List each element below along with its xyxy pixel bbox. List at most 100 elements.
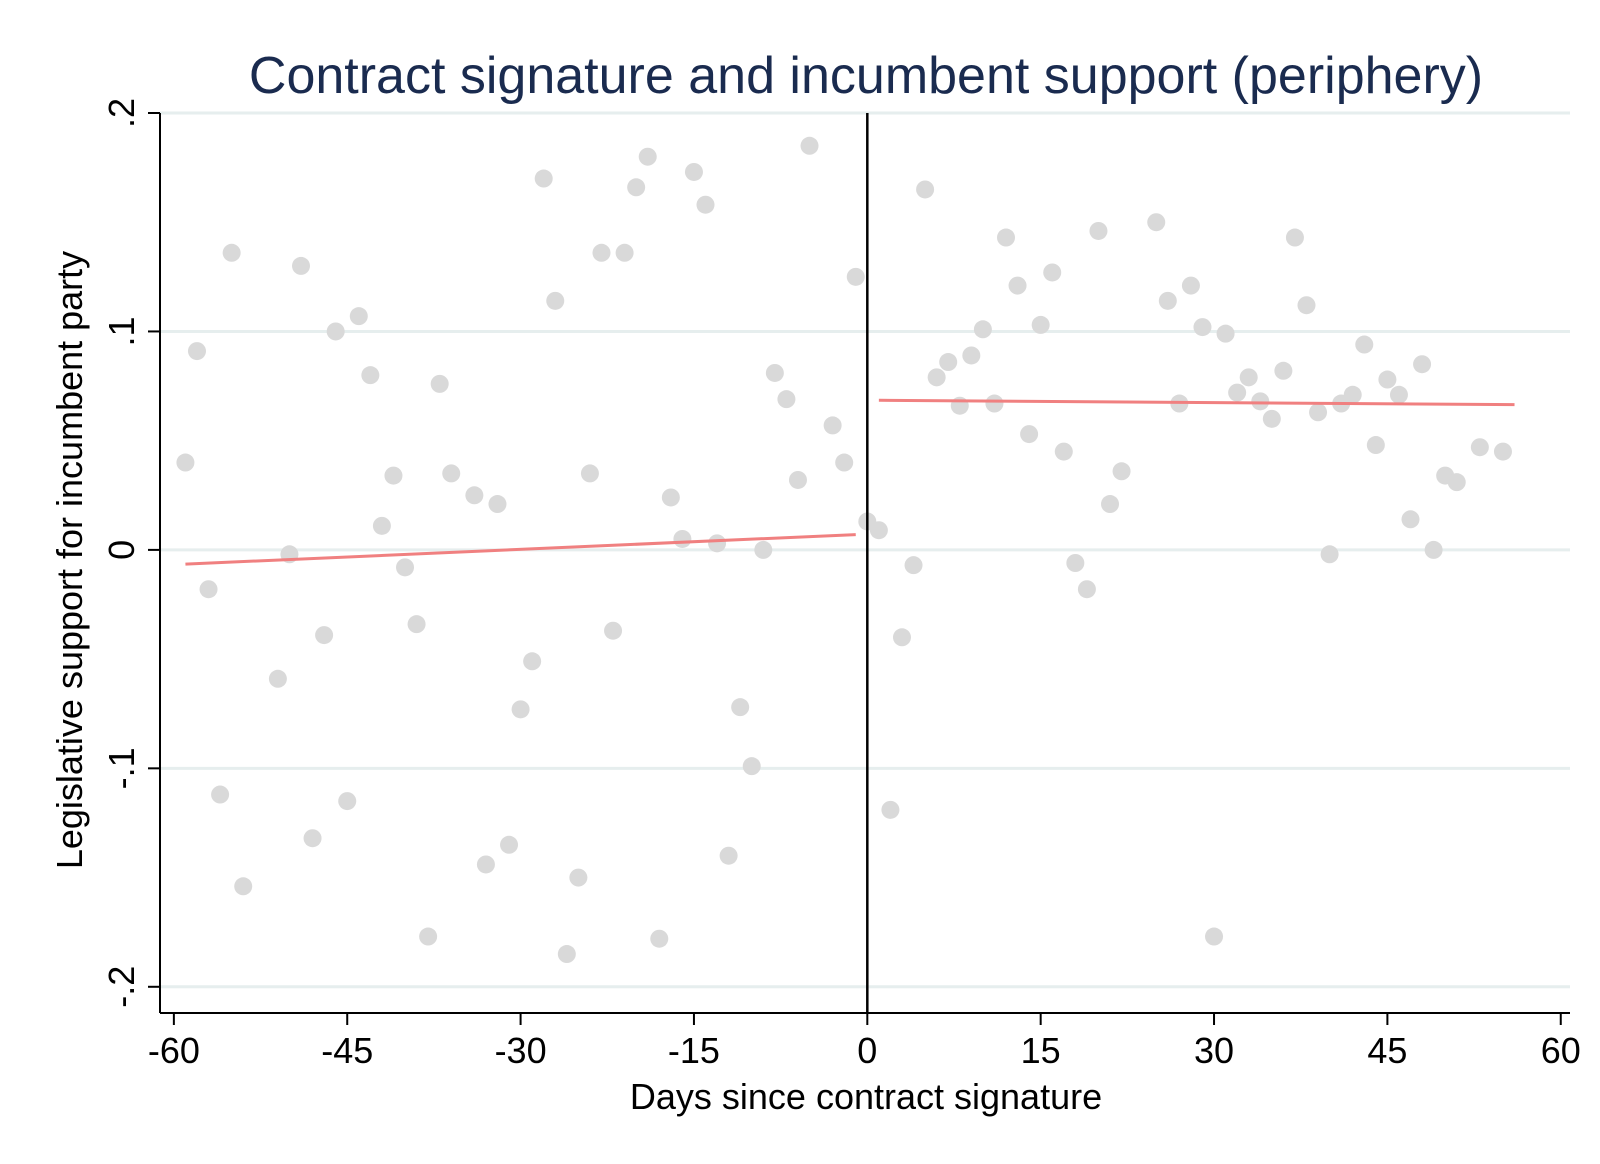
data-point xyxy=(488,495,507,514)
data-point xyxy=(476,855,495,874)
data-point xyxy=(997,228,1015,247)
data-point xyxy=(1193,318,1212,337)
data-point xyxy=(1274,361,1293,380)
x-tick-label: 45 xyxy=(1367,1030,1407,1071)
data-point xyxy=(1066,554,1085,572)
data-point xyxy=(361,366,380,385)
data-point xyxy=(962,346,981,365)
data-point xyxy=(1297,296,1316,315)
data-point xyxy=(1112,462,1131,481)
data-point xyxy=(500,835,519,854)
data-point xyxy=(788,470,807,489)
data-point xyxy=(800,136,819,155)
data-point xyxy=(881,800,900,819)
data-point xyxy=(1285,228,1304,247)
data-point xyxy=(511,700,530,719)
axes xyxy=(148,112,1570,1025)
data-point xyxy=(234,877,253,896)
data-point xyxy=(176,453,195,472)
data-point xyxy=(1355,335,1374,354)
data-point xyxy=(835,453,854,472)
data-point xyxy=(904,556,923,575)
data-point xyxy=(777,390,796,409)
x-tick-label: -45 xyxy=(321,1030,373,1071)
data-point xyxy=(1389,385,1408,404)
data-point xyxy=(557,945,576,964)
data-point xyxy=(1031,315,1050,334)
data-point xyxy=(846,267,865,286)
data-point xyxy=(1216,324,1235,343)
data-point xyxy=(326,322,345,341)
data-point xyxy=(1158,291,1177,310)
data-point xyxy=(1008,276,1027,295)
data-point xyxy=(823,416,842,435)
data-point xyxy=(187,342,206,361)
data-point xyxy=(719,846,738,865)
data-point xyxy=(1020,425,1039,444)
data-point xyxy=(1251,392,1270,411)
y-axis-title: Legislative support for incumbent party xyxy=(49,251,90,869)
data-point xyxy=(1089,221,1108,240)
data-point xyxy=(892,628,911,647)
data-point xyxy=(1309,403,1328,422)
data-point xyxy=(1343,385,1362,404)
fit-line-right xyxy=(878,398,1515,407)
data-point xyxy=(523,652,542,671)
data-point xyxy=(1205,927,1224,946)
data-point xyxy=(372,516,391,535)
grid-lines xyxy=(160,111,1570,989)
scatter-points xyxy=(176,136,1512,964)
x-tick-label: -30 xyxy=(495,1030,547,1071)
data-point xyxy=(1493,442,1512,461)
data-point xyxy=(684,162,703,181)
data-point xyxy=(268,669,287,688)
x-axis-title: Days since contract signature xyxy=(630,1076,1102,1117)
data-point xyxy=(985,394,1004,413)
data-point xyxy=(349,307,368,326)
data-point xyxy=(1447,473,1466,492)
data-point xyxy=(1424,540,1443,559)
data-point xyxy=(419,927,438,946)
x-tick-label: 60 xyxy=(1541,1030,1581,1071)
data-point xyxy=(708,534,727,553)
data-point xyxy=(1101,495,1120,514)
data-point xyxy=(1401,510,1420,529)
data-point xyxy=(661,488,680,507)
data-point xyxy=(211,785,230,804)
data-point xyxy=(615,243,634,262)
data-point xyxy=(731,698,750,717)
fit-line-left xyxy=(185,533,856,566)
data-point xyxy=(580,464,599,483)
chart-title: Contract signature and incumbent support… xyxy=(249,47,1483,105)
data-point xyxy=(1147,213,1166,232)
data-point xyxy=(927,368,946,387)
y-tick-label: -.1 xyxy=(101,747,142,789)
data-point xyxy=(534,169,553,188)
data-point xyxy=(1077,580,1096,599)
data-point xyxy=(673,529,692,548)
data-point xyxy=(754,540,773,559)
y-tick-label: 0 xyxy=(101,540,142,560)
y-tick-label: .2 xyxy=(101,98,142,128)
data-point xyxy=(546,291,565,310)
x-tick-label: 15 xyxy=(1021,1030,1061,1071)
data-point xyxy=(1262,409,1281,428)
data-point xyxy=(315,626,334,645)
data-point xyxy=(1470,438,1489,457)
data-point xyxy=(627,178,646,197)
y-tick-label: .1 xyxy=(101,316,142,346)
data-point xyxy=(396,558,415,577)
data-point xyxy=(303,829,322,848)
data-point xyxy=(973,320,992,339)
data-point xyxy=(592,243,611,262)
data-point xyxy=(407,615,426,634)
data-point xyxy=(696,195,715,214)
data-point xyxy=(465,486,484,505)
y-tick-label: -.2 xyxy=(101,966,142,1008)
data-point xyxy=(939,353,958,372)
data-point xyxy=(1378,370,1397,389)
x-tick-label: -15 xyxy=(668,1030,720,1071)
data-point xyxy=(1320,545,1339,564)
data-point xyxy=(292,256,310,275)
